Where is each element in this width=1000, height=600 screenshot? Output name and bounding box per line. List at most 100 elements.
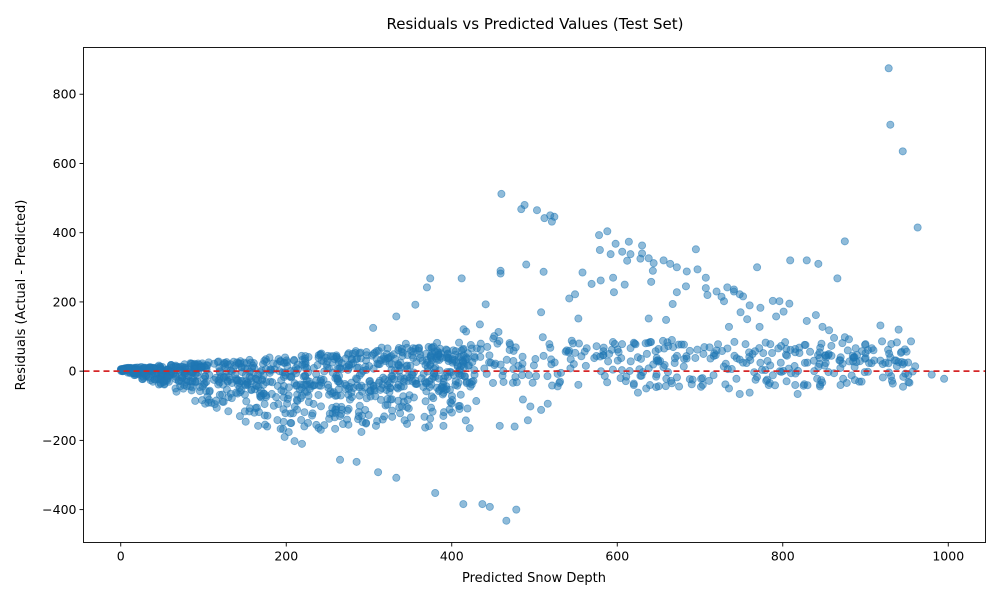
data-point [532, 372, 541, 381]
data-point [392, 473, 401, 482]
data-point [376, 395, 385, 404]
data-point [763, 356, 772, 365]
data-point [172, 387, 181, 396]
y-tick-label: 200 [53, 294, 77, 309]
data-point [814, 259, 823, 268]
data-point [748, 350, 757, 359]
data-point [696, 382, 705, 391]
data-point [750, 368, 759, 377]
data-point [648, 266, 657, 275]
data-point [768, 371, 777, 380]
data-point [522, 260, 531, 269]
data-point [617, 366, 626, 375]
data-point [300, 363, 309, 372]
data-point [761, 366, 770, 375]
data-point [290, 437, 299, 446]
data-point [456, 390, 465, 399]
data-point [735, 389, 744, 398]
data-point [505, 339, 514, 348]
data-point [240, 390, 249, 399]
data-point [818, 322, 827, 331]
data-point [442, 385, 451, 394]
data-point [205, 386, 214, 395]
data-point [163, 372, 172, 381]
data-point [448, 396, 457, 405]
data-point [421, 397, 430, 406]
data-point [272, 393, 281, 402]
data-point [488, 378, 497, 387]
data-point [261, 420, 270, 429]
data-point [362, 348, 371, 357]
x-axis: 0 200 400 600 800 1000 [117, 542, 964, 564]
x-tick-label: 1000 [932, 549, 964, 564]
data-point [654, 382, 663, 391]
data-point [626, 357, 635, 366]
data-point [524, 371, 533, 380]
data-point [669, 343, 678, 352]
data-point [357, 369, 366, 378]
data-point [581, 361, 590, 370]
data-point [611, 239, 620, 248]
data-point [894, 357, 903, 366]
data-point [730, 337, 739, 346]
data-point [301, 352, 310, 361]
data-point [429, 394, 438, 403]
data-point [705, 343, 714, 352]
data-point [241, 371, 250, 380]
data-point [624, 237, 633, 246]
data-point [403, 350, 412, 359]
data-point [699, 349, 708, 358]
data-point [499, 377, 508, 386]
data-point [878, 337, 887, 346]
data-point [884, 359, 893, 368]
data-point [435, 356, 444, 365]
data-point [283, 399, 292, 408]
data-point [352, 457, 361, 466]
data-point [290, 402, 299, 411]
data-point [284, 383, 293, 392]
data-point [592, 342, 601, 351]
data-point [343, 415, 352, 424]
data-point [462, 379, 471, 388]
data-point [790, 362, 799, 371]
data-point [869, 346, 878, 355]
data-point [369, 349, 378, 358]
data-point [782, 377, 791, 386]
data-point [509, 357, 518, 366]
data-point [119, 366, 128, 375]
data-point [237, 363, 246, 372]
data-point [399, 392, 408, 401]
data-point [382, 349, 391, 358]
data-point [426, 360, 435, 369]
data-point [803, 381, 812, 390]
data-point [582, 344, 591, 353]
data-point [344, 404, 353, 413]
data-point [701, 284, 710, 293]
data-point [331, 405, 340, 414]
data-point [290, 355, 299, 364]
data-point [355, 391, 364, 400]
data-point [739, 292, 748, 301]
data-point [730, 351, 739, 360]
x-tick-label: 200 [274, 549, 298, 564]
data-point [670, 358, 679, 367]
data-point [649, 259, 658, 268]
data-point [297, 391, 306, 400]
x-tick-label: 800 [771, 549, 795, 564]
data-point [332, 391, 341, 400]
data-point [465, 424, 474, 433]
data-point [145, 363, 154, 372]
data-point [308, 411, 317, 420]
data-point [476, 352, 485, 361]
data-point [421, 423, 430, 432]
data-point [776, 358, 785, 367]
data-point [299, 380, 308, 389]
data-point [431, 488, 440, 497]
data-point [426, 351, 435, 360]
data-point [718, 347, 727, 356]
data-point [518, 359, 527, 368]
data-point [721, 380, 730, 389]
data-point [548, 381, 557, 390]
data-point [620, 280, 629, 289]
data-point [365, 362, 374, 371]
